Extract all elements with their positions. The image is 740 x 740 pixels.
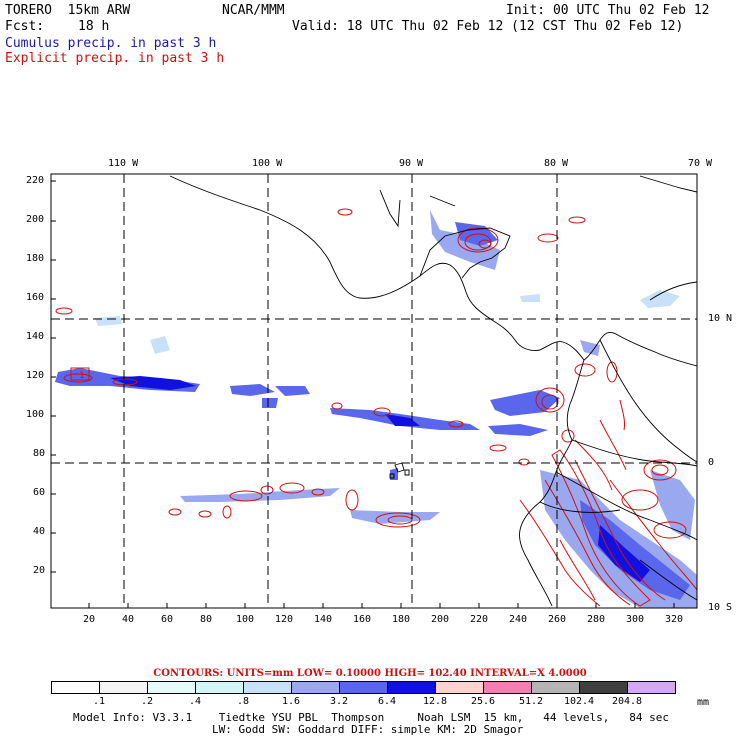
colorbar-label: 204.8 [611, 696, 643, 707]
colorbar-label: 25.6 [470, 696, 496, 707]
colorbar-box [579, 681, 628, 694]
y-tick-label: 200 [26, 214, 45, 225]
map-marker-label: 1 [79, 371, 84, 381]
y-tick-label: 220 [26, 175, 45, 186]
x-tick-label: 300 [626, 614, 645, 625]
lat-label: 10 S [708, 602, 733, 613]
lat-lon-grid [51, 174, 697, 608]
coastlines [169, 175, 697, 607]
x-tick-label: 260 [548, 614, 567, 625]
y-tick-label: 80 [33, 448, 46, 459]
x-tick-label: 140 [314, 614, 333, 625]
x-tick-label: 80 [200, 614, 213, 625]
map-frame [50, 173, 698, 609]
contour-info: CONTOURS: UNITS=mm LOW= 0.10000 HIGH= 10… [153, 668, 587, 679]
x-tick-label: 20 [83, 614, 96, 625]
x-tick-label: 280 [587, 614, 606, 625]
x-tick-label: 100 [236, 614, 255, 625]
colorbar-label: 102.4 [563, 696, 595, 707]
model-title: TORERO 15km ARW [5, 3, 131, 18]
colorbar-label: 51.2 [518, 696, 544, 707]
x-tick-label: 60 [161, 614, 174, 625]
x-tick-label: 320 [665, 614, 684, 625]
x-tick-label: 160 [353, 614, 372, 625]
colorbar-box [387, 681, 436, 694]
colorbar-box [243, 681, 292, 694]
axis-ticks [51, 180, 675, 608]
y-tick-label: 20 [33, 565, 46, 576]
y-tick-label: 40 [33, 526, 46, 537]
colorbar-unit: mm [697, 697, 710, 708]
colorbar-label: .2 [140, 696, 154, 707]
forecast-hour: 18 h [78, 19, 110, 34]
organization: NCAR/MMM [222, 3, 285, 18]
lat-label: 10 N [708, 313, 733, 324]
colorbar-box [51, 681, 100, 694]
y-tick-label: 140 [26, 331, 45, 342]
model-info-line2: LW: Godd SW: Goddard DIFF: simple KM: 2D… [212, 723, 524, 736]
y-tick-label: 160 [26, 292, 45, 303]
y-tick-label: 60 [33, 487, 46, 498]
colorbar-box [483, 681, 532, 694]
colorbar-label: .8 [236, 696, 250, 707]
x-tick-label: 220 [470, 614, 489, 625]
x-tick-label: 120 [275, 614, 294, 625]
model-info-line1: Model Info: V3.3.1 Tiedtke YSU PBL Thomp… [73, 711, 670, 724]
colorbar-label: 1.6 [281, 696, 301, 707]
lat-label: 0 [708, 457, 715, 468]
colorbar-box [195, 681, 244, 694]
field-explicit-label: Explicit precip. in past 3 h [5, 51, 225, 66]
colorbar-label: 3.2 [329, 696, 349, 707]
colorbar-box [339, 681, 388, 694]
lon-label: 90 W [399, 158, 424, 169]
field-cumulus-label: Cumulus precip. in past 3 h [5, 36, 217, 51]
x-tick-label: 200 [431, 614, 450, 625]
colorbar-box [99, 681, 148, 694]
colorbar-labels: .1 .2 .4 .8 1.6 3.2 6.4 12.8 25.6 51.2 102.4 204.8 [0, 696, 740, 708]
colorbar-label: 12.8 [422, 696, 448, 707]
lon-label: 80 W [544, 158, 569, 169]
colorbar-box [531, 681, 580, 694]
y-tick-label: 120 [26, 370, 45, 381]
colorbar [51, 681, 676, 694]
colorbar-box [627, 681, 676, 694]
lon-label: 70 W [688, 158, 713, 169]
colorbar-label: .4 [188, 696, 202, 707]
lon-label: 110 W [108, 158, 139, 169]
colorbar-box [147, 681, 196, 694]
colorbar-label: 6.4 [377, 696, 397, 707]
colorbar-label: .1 [92, 696, 106, 707]
valid-time: Valid: 18 UTC Thu 02 Feb 12 (12 CST Thu … [292, 19, 684, 34]
lon-label: 100 W [252, 158, 283, 169]
x-tick-label: 240 [509, 614, 528, 625]
forecast-label: Fcst: [5, 19, 45, 34]
init-time: Init: 00 UTC Thu 02 Feb 12 [506, 3, 710, 18]
colorbar-box [435, 681, 484, 694]
x-tick-label: 180 [392, 614, 411, 625]
y-tick-label: 180 [26, 253, 45, 264]
y-tick-label: 100 [26, 409, 45, 420]
colorbar-box [291, 681, 340, 694]
x-tick-label: 40 [122, 614, 135, 625]
explicit-precip-contours [55, 208, 697, 607]
